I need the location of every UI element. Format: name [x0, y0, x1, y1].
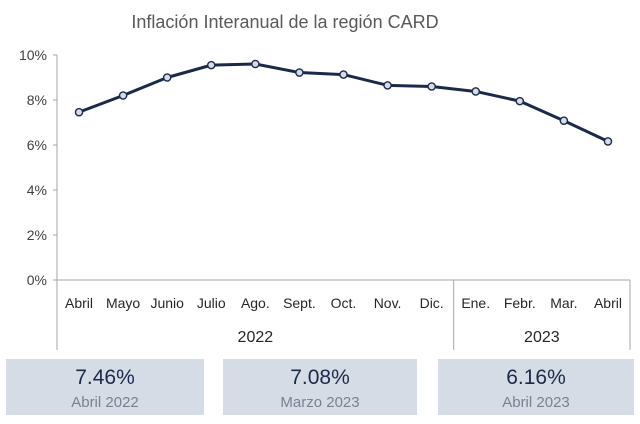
kpi-label: Marzo 2023 [280, 394, 360, 411]
data-point [251, 59, 260, 69]
x-tick-label: Mayo [106, 295, 140, 311]
y-tick-label: 4% [27, 182, 47, 198]
data-point [515, 96, 525, 106]
kpi-value: 6.16% [506, 366, 566, 389]
data-point [206, 60, 216, 70]
kpi-value: 7.46% [75, 366, 135, 389]
x-tick-label: Junio [150, 295, 184, 311]
year-group-label: 2023 [524, 329, 560, 346]
data-point [162, 73, 172, 82]
x-tick-label: Mar. [550, 295, 577, 311]
data-point [471, 87, 481, 96]
x-tick-label: Sept. [283, 295, 316, 311]
y-tick-label: 2% [27, 227, 47, 243]
y-tick-label: 6% [27, 137, 47, 153]
x-tick-label: Julio [197, 295, 226, 311]
kpi-card-3: 6.16% Abril 2023 [438, 359, 634, 415]
y-tick-label: 8% [27, 92, 47, 108]
x-tick-label: Abril [594, 295, 622, 311]
data-point [118, 91, 128, 100]
chart-title: Inflación Interanual de la región CARD [131, 12, 438, 32]
x-tick-label: Ago. [241, 295, 270, 311]
kpi-card-1: 7.46% Abril 2022 [6, 359, 204, 415]
x-tick-label: Abril [65, 295, 93, 311]
kpi-value: 7.08% [290, 366, 350, 389]
x-tick-label: Ene. [461, 295, 490, 311]
data-point [603, 137, 613, 146]
kpi-card-2: 7.08% Marzo 2023 [223, 359, 417, 415]
y-tick-label: 0% [27, 272, 47, 288]
kpi-label: Abril 2023 [502, 394, 570, 411]
x-tick-label: Nov. [374, 295, 402, 311]
data-point [559, 116, 569, 125]
x-tick-label: Oct. [331, 295, 357, 311]
x-tick-label: Febr. [504, 295, 536, 311]
data-point [339, 70, 348, 79]
x-tick-label: Dic. [420, 295, 444, 311]
data-point [383, 81, 392, 90]
data-point [427, 82, 436, 91]
line-chart: Inflación Interanual de la región CARD 0… [19, 12, 631, 350]
data-point [74, 107, 84, 117]
y-tick-label: 10% [19, 47, 47, 63]
data-point [295, 68, 304, 77]
year-group-label: 2022 [238, 329, 274, 346]
kpi-label: Abril 2022 [71, 394, 139, 411]
